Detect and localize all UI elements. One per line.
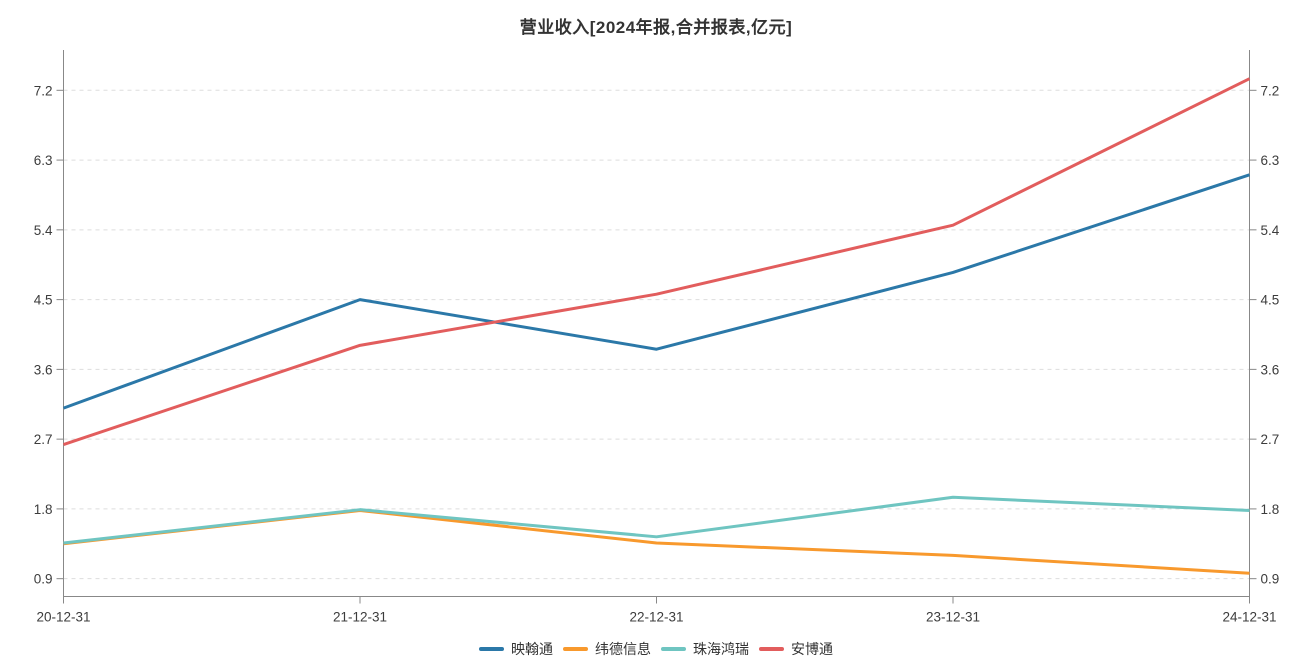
legend-item-2[interactable]: 珠海鸿瑞 — [661, 637, 749, 661]
legend-label: 安博通 — [791, 641, 833, 657]
axes: 0.9 0.9 1.8 1.8 2.7 2.7 3.6 3.6 4.5 4.5 5.4 5.4 6.3 6… — [34, 50, 1280, 625]
legend-item-0[interactable]: 映翰通 — [479, 637, 553, 661]
y-axis-label-right: 0.9 — [1261, 572, 1280, 587]
series-line-3[interactable] — [63, 77, 1251, 446]
x-axis-label: 23-12-31 — [926, 610, 980, 625]
series-line-0[interactable] — [62, 173, 1250, 410]
y-axis-label-left: 4.5 — [34, 293, 53, 308]
gridlines — [63, 89, 1250, 580]
y-axis-label-left: 3.6 — [34, 362, 53, 377]
legend-item-1[interactable]: 纬德信息 — [563, 637, 651, 661]
y-axis-label-left: 1.8 — [34, 502, 53, 517]
legend-line-swatch — [661, 647, 686, 651]
series-line-1[interactable] — [63, 508, 1250, 575]
x-axis-label: 24-12-31 — [1222, 610, 1276, 625]
y-axis-label-left: 5.4 — [34, 223, 53, 238]
x-axis-label: 20-12-31 — [36, 610, 90, 625]
x-axis-label: 22-12-31 — [629, 610, 683, 625]
y-axis-label-left: 7.2 — [34, 83, 53, 98]
legend-item-3[interactable]: 安博通 — [759, 637, 833, 661]
legend-line-swatch — [563, 647, 588, 651]
y-axis-label-right: 2.7 — [1261, 432, 1280, 447]
y-axis-label-left: 2.7 — [34, 432, 53, 447]
legend-line-swatch — [479, 647, 504, 651]
y-axis-label-right: 3.6 — [1261, 362, 1280, 377]
series-line-2[interactable] — [63, 495, 1250, 545]
legend-line-swatch — [759, 647, 784, 651]
y-axis-label-right: 4.5 — [1261, 293, 1280, 308]
legend-label: 映翰通 — [511, 641, 553, 657]
series-lines — [62, 77, 1251, 575]
legend-label: 纬德信息 — [595, 641, 651, 657]
y-axis-label-right: 6.3 — [1261, 153, 1280, 168]
legend: 映翰通 纬德信息 珠海鸿瑞 安博通 — [0, 637, 1312, 661]
y-axis-label-left: 6.3 — [34, 153, 53, 168]
y-axis-label-left: 0.9 — [34, 572, 53, 587]
legend-label: 珠海鸿瑞 — [693, 641, 749, 657]
chart-title: 营业收入[2024年报,合并报表,亿元] — [519, 18, 793, 37]
y-axis-label-right: 7.2 — [1261, 83, 1280, 98]
y-axis-label-right: 5.4 — [1261, 223, 1280, 238]
y-axis-label-right: 1.8 — [1261, 502, 1280, 517]
x-axis-label: 21-12-31 — [333, 610, 387, 625]
